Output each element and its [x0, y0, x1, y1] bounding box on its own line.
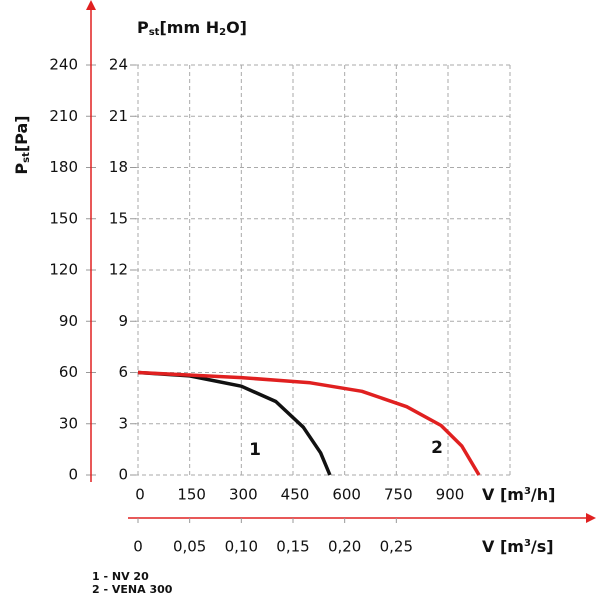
axis-title-part: /s] — [531, 537, 554, 556]
axis-title-part: [Pa] — [12, 115, 31, 152]
x2-tick-label: 0,15 — [276, 538, 309, 556]
axis-title-part: [mm H — [159, 18, 219, 37]
axis-title: V [m3/s] — [482, 537, 554, 556]
axis-title-part: O] — [226, 18, 247, 37]
y-tick-label: 120 — [49, 261, 78, 279]
x-tick-label: 750 — [384, 486, 413, 504]
y2-tick-label: 15 — [109, 209, 128, 227]
y2-tick-label: 21 — [109, 107, 128, 125]
axis-title-part: V [m — [482, 485, 524, 504]
axis-title: V [m3/h] — [482, 485, 555, 504]
axis-title: Pst[Pa] — [12, 115, 32, 174]
axis-title-index: 2 — [219, 27, 226, 38]
axis-title-index: st — [21, 152, 32, 163]
y2-tick-label: 18 — [109, 158, 128, 176]
y-tick-label: 0 — [68, 466, 78, 484]
x-tick-label: 600 — [332, 486, 361, 504]
y-tick-label: 30 — [59, 414, 78, 432]
legend-entry: 2 - VENA 300 — [92, 583, 173, 596]
curve — [137, 370, 481, 476]
x-tick-label: 150 — [177, 486, 206, 504]
axis-title-index: st — [149, 27, 160, 38]
x2-tick-label: 0,25 — [380, 538, 413, 556]
x-tick-label: 0 — [135, 486, 145, 504]
y2-tick-label: 9 — [118, 312, 128, 330]
axis-title-part: V [m — [482, 537, 524, 556]
x2-tick-label: 0,05 — [173, 538, 206, 556]
y-tick-label: 60 — [59, 363, 78, 381]
axis-title: Pst[mm H2O] — [137, 18, 247, 38]
y-tick-label: 180 — [49, 158, 78, 176]
y-tick-label: 240 — [49, 56, 78, 74]
x2-tick-label: 0 — [133, 538, 143, 556]
axis-title-part: P — [137, 18, 149, 37]
x2-tick-label: 0,20 — [328, 538, 361, 556]
y2-tick-label: 24 — [109, 56, 128, 74]
axis-title-index: 3 — [524, 538, 531, 549]
x-tick-label: 450 — [281, 486, 310, 504]
y-tick-label: 150 — [49, 209, 78, 227]
axis-title-part: P — [12, 163, 31, 175]
axis-title-part: /h] — [531, 485, 556, 504]
y-tick-label: 90 — [59, 312, 78, 330]
y2-tick-label: 6 — [118, 363, 128, 381]
y2-tick-label: 3 — [118, 414, 128, 432]
curve-label: 2 — [431, 438, 443, 458]
curve-label: 1 — [249, 440, 261, 460]
x-tick-label: 900 — [436, 486, 465, 504]
x-tick-label: 300 — [229, 486, 258, 504]
y2-tick-label: 0 — [118, 466, 128, 484]
y2-tick-label: 12 — [109, 261, 128, 279]
x2-tick-label: 0,10 — [225, 538, 258, 556]
y-tick-label: 210 — [49, 107, 78, 125]
legend-entry: 1 - NV 20 — [92, 570, 149, 583]
axis-title-index: 3 — [524, 486, 531, 497]
